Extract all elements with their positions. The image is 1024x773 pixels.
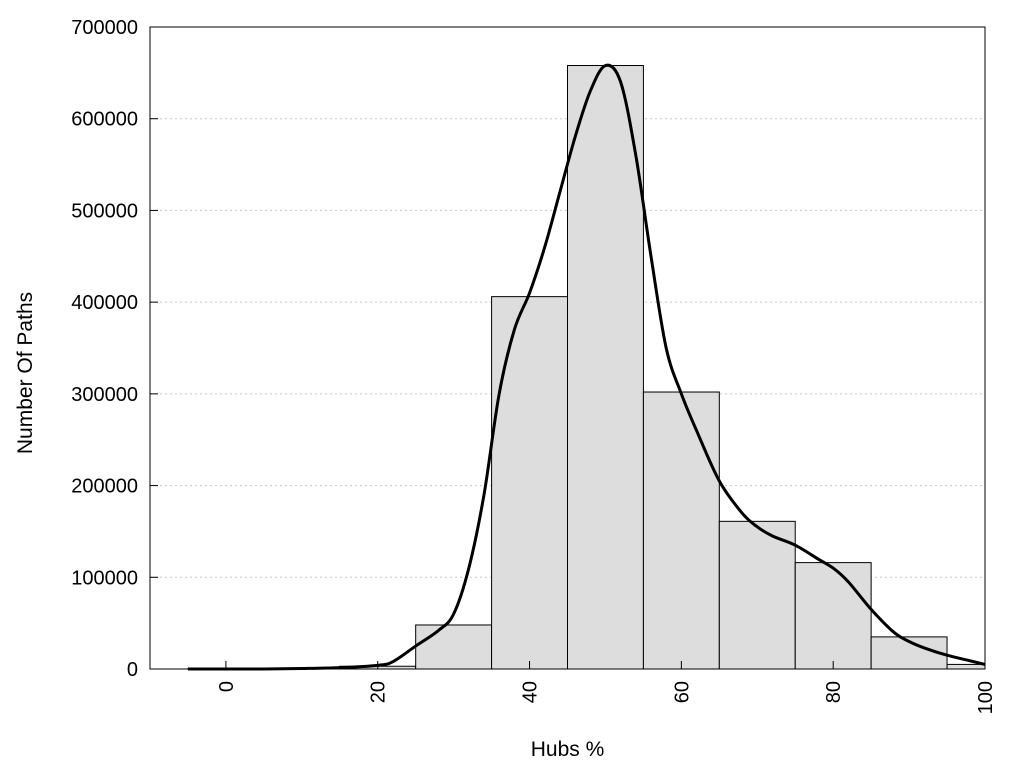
y-tick-label: 400000 — [71, 292, 138, 314]
histogram-bar — [491, 296, 568, 670]
histogram-bar — [642, 391, 720, 670]
x-axis-title: Hubs % — [531, 738, 605, 761]
y-tick-label: 300000 — [71, 384, 138, 406]
x-axis-ticks: 0 20 40 60 80 100 — [216, 661, 997, 714]
y-axis-ticks: 0 100000 200000 300000 400000 500000 600000 700… — [71, 17, 158, 681]
y-tick-label: 500000 — [71, 200, 138, 222]
plot-frame — [149, 26, 986, 670]
histogram-bar — [718, 520, 796, 670]
histogram-bar — [794, 562, 872, 670]
histogram-bar — [567, 65, 644, 670]
density-curve-layer — [187, 63, 986, 671]
x-tick-label: 100 — [975, 681, 997, 714]
x-tick-label: 40 — [520, 681, 542, 703]
y-tick-label: 200000 — [71, 476, 138, 498]
y-tick-label: 100000 — [71, 567, 138, 589]
x-tick-label: 0 — [216, 681, 238, 692]
y-tick-label: 600000 — [71, 109, 138, 131]
histogram-bars — [187, 65, 986, 670]
histogram-bar — [946, 663, 986, 670]
histogram-bar — [415, 624, 493, 670]
x-tick-label: 20 — [368, 681, 390, 703]
x-tick-label: 60 — [671, 681, 693, 703]
y-axis-title: Number Of Paths — [14, 292, 37, 454]
x-tick-label: 80 — [823, 681, 845, 703]
y-tick-label: 700000 — [71, 17, 138, 39]
density-curve — [187, 63, 986, 671]
y-tick-label: 0 — [127, 659, 138, 681]
